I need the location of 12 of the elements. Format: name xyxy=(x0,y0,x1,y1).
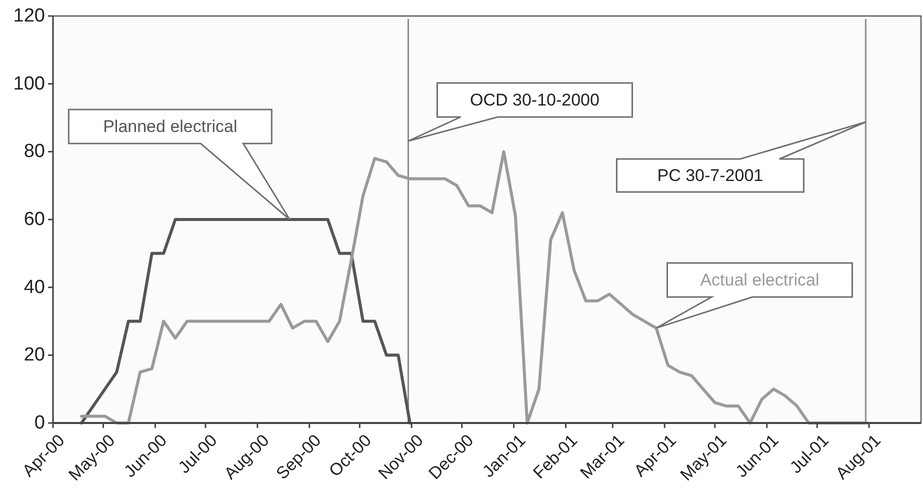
y-tick-label: 0 xyxy=(34,412,45,434)
y-tick-label: 60 xyxy=(24,209,45,230)
y-tick-label: 20 xyxy=(24,344,45,366)
line-series xyxy=(80,150,869,424)
annotation: PC 30-7-2001 xyxy=(657,166,764,185)
text: Planned electrical xyxy=(103,117,238,136)
y-tick-label: 40 xyxy=(24,276,45,298)
y-tick-label: 100 xyxy=(13,73,45,94)
y-tick-label: 120 xyxy=(13,6,45,26)
annotation: OCD 30-10-2000 xyxy=(470,90,600,110)
y-tick-label: 80 xyxy=(24,141,45,162)
text: Actual electrical xyxy=(700,270,820,290)
